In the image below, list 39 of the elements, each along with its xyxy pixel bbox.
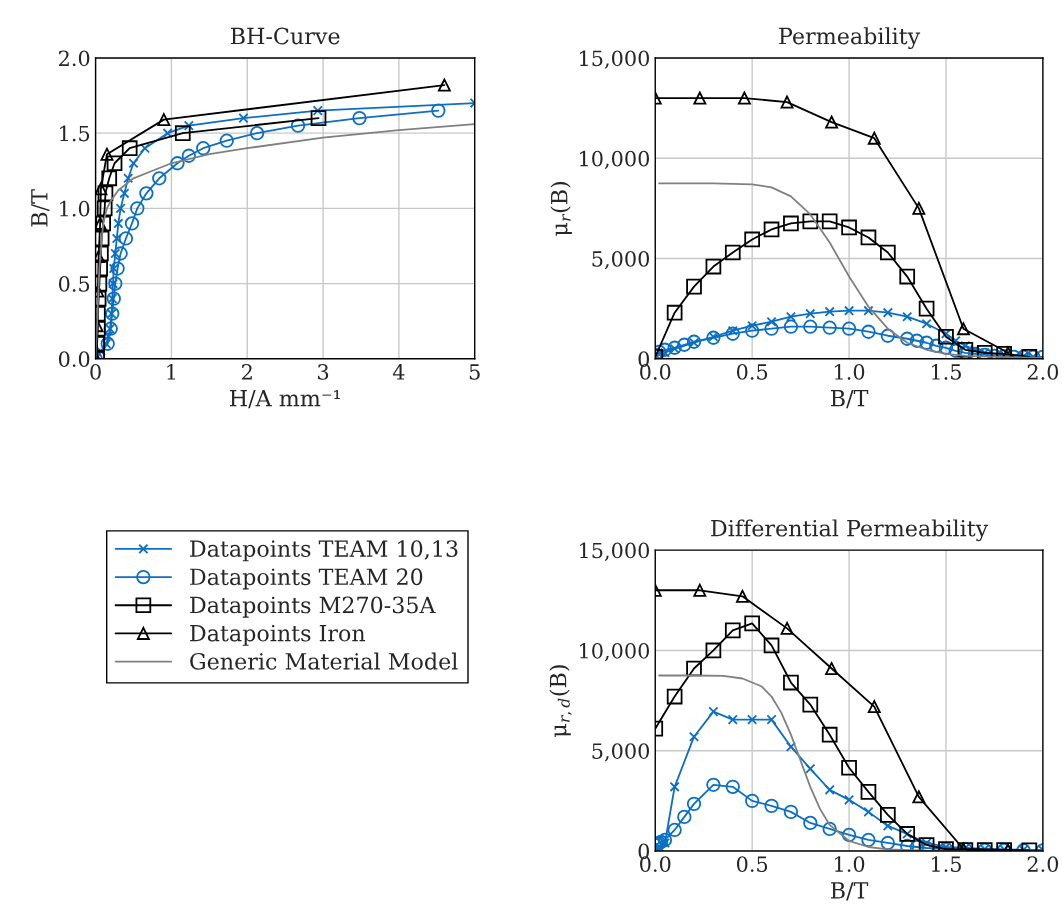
x-tick-label: 1.5 — [931, 856, 961, 872]
x-axis-title: B/T — [830, 882, 869, 901]
x-tick-label: 3 — [318, 364, 329, 380]
x-tick-label: 0.5 — [736, 364, 768, 380]
legend-label: Datapoints TEAM 10,13 — [190, 540, 458, 562]
x-tick-label: 5 — [469, 364, 480, 380]
y-tick-label: 2.0 — [59, 50, 90, 67]
x-tick-label: 1 — [167, 364, 176, 380]
y-tick-label: 0.0 — [58, 351, 90, 368]
legend-label: Datapoints M270-35A — [190, 596, 436, 618]
y-tick-label: 1.0 — [60, 200, 90, 217]
chart-title: BH-Curve — [230, 27, 340, 45]
x-axis-title: B/T — [830, 390, 869, 409]
y-tick-label: 0.5 — [58, 276, 90, 292]
legend-label: Generic Material Model — [190, 652, 458, 670]
chart-title: Permeability — [779, 27, 921, 50]
x-tick-label: 0.5 — [736, 856, 768, 872]
x-tick-label: 2.0 — [1027, 364, 1059, 380]
legend-label: Datapoints TEAM 20 — [190, 568, 423, 590]
x-tick-label: 0 — [90, 364, 101, 380]
x-tick-label: 4 — [392, 364, 405, 380]
x-tick-label: 1.0 — [835, 856, 865, 872]
x-tick-label: 2.0 — [1027, 856, 1059, 872]
chart-title: Differential Permeability — [711, 519, 989, 542]
legend-label: Datapoints Iron — [190, 624, 366, 646]
y-tick-label: 5,000 — [592, 250, 650, 270]
x-tick-label: 1.5 — [931, 364, 961, 380]
y-tick-label: 5,000 — [592, 743, 650, 762]
y-tick-label: 10,000 — [580, 642, 650, 662]
x-axis-title: H/A mm⁻¹ — [229, 389, 340, 409]
x-tick-label: 1.0 — [835, 364, 865, 380]
y-tick-label: 15,000 — [580, 542, 650, 561]
y-tick-label: 10,000 — [580, 150, 650, 169]
y-tick-label: 15,000 — [580, 50, 650, 69]
y-tick-label: 1.5 — [60, 125, 90, 142]
y-axis-title: μ$_{r,d}$(B) — [549, 665, 572, 737]
y-axis-title: B/T — [31, 189, 50, 227]
x-tick-label: 2 — [242, 364, 252, 380]
y-axis-title: μ$_{r}$(B) — [550, 182, 572, 236]
